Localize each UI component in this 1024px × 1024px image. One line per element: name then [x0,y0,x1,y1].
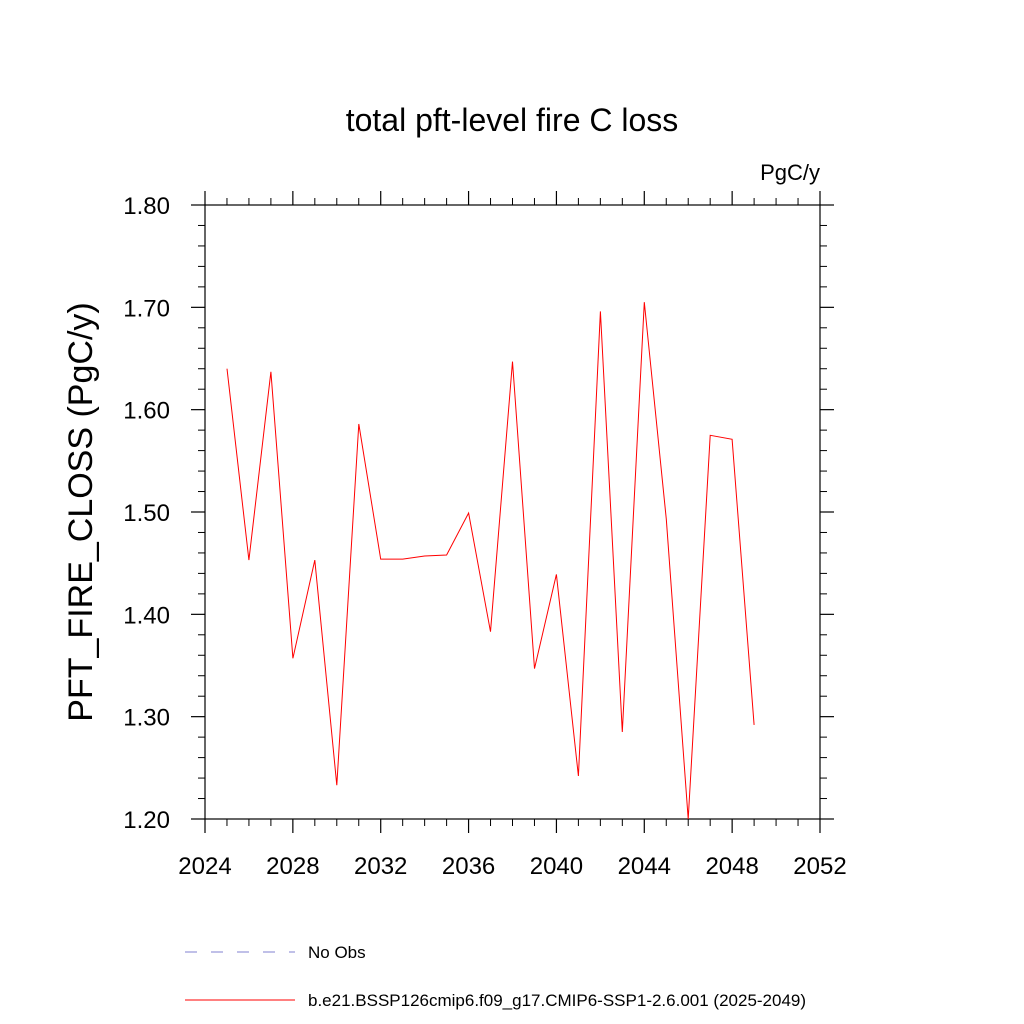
x-tick-label: 2036 [442,853,495,880]
y-tick-label: 1.60 [123,398,170,425]
y-tick-label: 1.70 [123,295,170,322]
y-tick-label: 1.80 [123,193,170,220]
chart-title: total pft-level fire C loss [346,102,679,138]
y-tick-label: 1.20 [123,807,170,834]
y-axis-label: PFT_FIRE_CLOSS (PgC/y) [62,302,100,721]
x-tick-label: 2052 [793,853,846,880]
x-tick-label: 2040 [530,853,583,880]
legend: No Obs b.e21.BSSP126cmip6.f09_g17.CMIP6-… [185,943,806,1010]
series-layer [226,302,755,820]
x-tick-label: 2024 [178,853,231,880]
plot-frame [204,204,821,820]
y-tick-label: 1.30 [123,705,170,732]
y-tick-label: 1.50 [123,500,170,527]
series-line [226,302,755,820]
axis-ticks: 2024 2028 2032 2036 2040 2044 2048 2052 1.20 1.30… [123,191,847,880]
legend-label-model-run: b.e21.BSSP126cmip6.f09_g17.CMIP6-SSP1-2.… [308,991,806,1010]
x-tick-label: 2032 [354,853,407,880]
x-tick-label: 2044 [618,853,671,880]
legend-label-no-obs: No Obs [308,943,366,962]
x-tick-label: 2048 [705,853,758,880]
units-label: PgC/y [760,160,820,185]
x-tick-label: 2028 [266,853,319,880]
y-tick-label: 1.40 [123,602,170,629]
